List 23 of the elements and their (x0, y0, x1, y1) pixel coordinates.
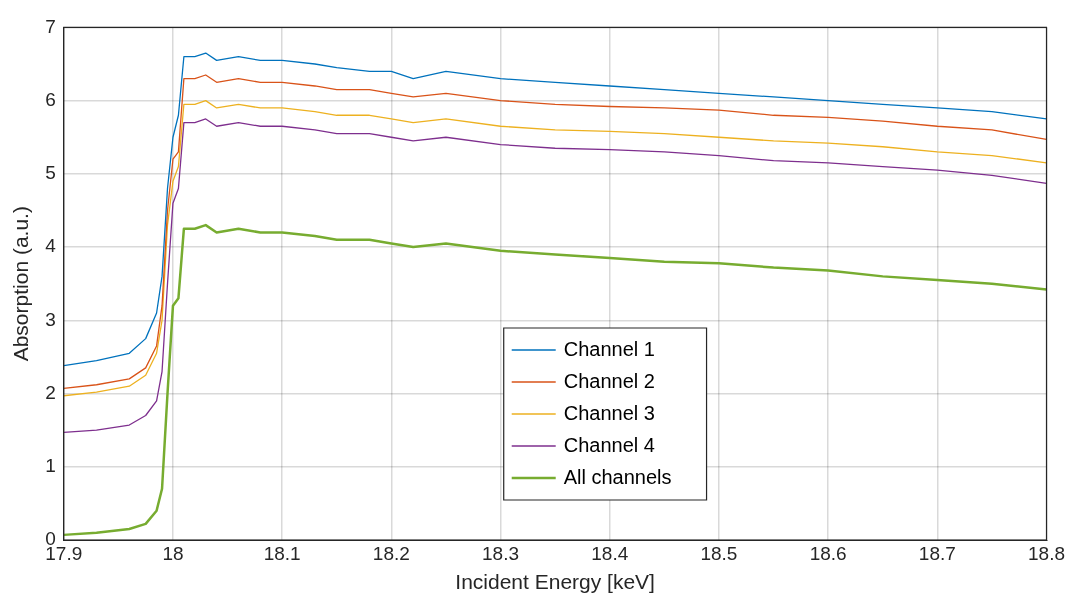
legend-label: All channels (563, 465, 672, 488)
x-tick-label: 18.1 (263, 542, 301, 564)
x-tick-label: 18.5 (700, 542, 738, 564)
y-axis-title: Absorption (a.u.) (9, 206, 33, 362)
legend-label: Channel 2 (563, 369, 655, 392)
legend-label: Channel 1 (563, 337, 655, 360)
legend-label: Channel 3 (563, 401, 655, 424)
y-tick-label: 6 (45, 88, 56, 110)
y-tick-label: 4 (45, 235, 57, 257)
legend-label: Channel 4 (563, 433, 655, 456)
y-tick-label: 2 (45, 381, 56, 403)
x-tick-label: 18 (162, 542, 184, 564)
y-tick-label: 7 (45, 15, 56, 37)
y-tick-label: 1 (45, 455, 56, 477)
x-tick-label: 18.6 (809, 542, 847, 564)
y-tick-label: 5 (45, 162, 56, 184)
x-tick-label: 18.4 (591, 542, 629, 564)
x-tick-label: 18.3 (482, 542, 520, 564)
y-tick-label: 3 (45, 308, 56, 330)
x-tick-label: 18.7 (918, 542, 956, 564)
x-tick-label: 18.8 (1028, 542, 1065, 564)
x-tick-label: 18.2 (372, 542, 410, 564)
x-axis-title: Incident Energy [keV] (455, 570, 655, 594)
